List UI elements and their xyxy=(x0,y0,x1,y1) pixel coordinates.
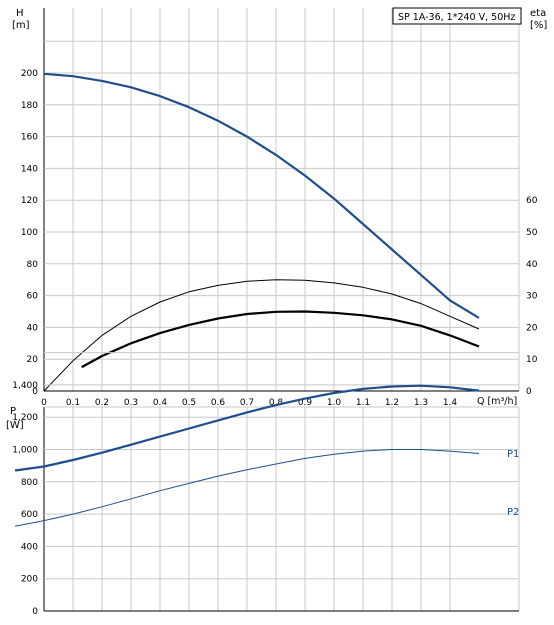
y-power-tick-label: 800 xyxy=(21,478,38,488)
y-power-label-unit: [W] xyxy=(6,420,24,431)
y-right-tick-label: 60 xyxy=(526,196,538,206)
title-box xyxy=(392,7,522,25)
x-tick-label: 1.0 xyxy=(327,398,342,408)
x-tick-label: 0.5 xyxy=(182,398,196,408)
y-left-tick-label: 200 xyxy=(21,69,38,79)
y-right-tick-label: 40 xyxy=(526,260,538,270)
y-power-tick-label: 600 xyxy=(21,510,38,520)
y-power-tick-label: 1,200 xyxy=(12,413,38,423)
efficiency-curve-thick xyxy=(81,310,480,369)
x-tick-label: 0.6 xyxy=(211,398,226,408)
y-left-tick-label: 140 xyxy=(21,164,38,174)
y-left-tick-label: 0 xyxy=(32,387,38,397)
x-tick-label: 0.8 xyxy=(269,398,284,408)
x-tick-label: 1.1 xyxy=(356,398,370,408)
x-tick-label: 0.4 xyxy=(153,398,168,408)
y-left-tick-label: 180 xyxy=(21,101,38,111)
x-axis-label: Q [m³/h] xyxy=(477,396,517,407)
y-right-tick-label: 20 xyxy=(526,323,538,333)
chart-title: SP 1A-36, 1*240 V, 50Hz xyxy=(398,12,515,23)
x-tick-label: 1.4 xyxy=(443,398,458,408)
y-left-tick-label: 60 xyxy=(27,292,39,302)
x-tick-label: 0.7 xyxy=(240,398,254,408)
y-power-tick-label: 1,000 xyxy=(12,446,38,456)
y-right-label-name: eta xyxy=(530,8,546,19)
y-power-tick-label: 1,400 xyxy=(12,381,38,391)
y-power-tick-label: 0 xyxy=(32,607,38,617)
series-label-p2: P2 xyxy=(507,507,519,518)
head-curve xyxy=(43,72,480,319)
y-left-tick-label: 20 xyxy=(27,355,39,365)
head-efficiency-panel: 0 0.1 0.2 0.3 0.4 0.5 0.6 0.7 0.8 0.9 1.0 1.1 1.2 1.3… xyxy=(21,8,538,408)
x-tick-label: 0.3 xyxy=(124,398,138,408)
series-label-p1: P1 xyxy=(507,449,519,460)
y-left-label-name: H xyxy=(16,8,24,19)
x-tick-label: 1.2 xyxy=(385,398,399,408)
y-right-tick-label: 50 xyxy=(526,228,538,238)
y-left-tick-label: 40 xyxy=(27,323,39,333)
x-tick-label: 0 xyxy=(41,398,47,408)
y-right-label-unit: [%] xyxy=(530,20,547,31)
y-power-tick-label: 200 xyxy=(21,575,38,585)
power-curve-p1 xyxy=(14,384,480,472)
y-power-label-name: P xyxy=(10,406,16,417)
y-left-tick-label: 100 xyxy=(21,228,38,238)
y-left-label-unit: [m] xyxy=(12,20,30,31)
x-tick-label: 1.3 xyxy=(414,398,428,408)
y-left-tick-label: 120 xyxy=(21,196,38,206)
y-left-tick-label: 160 xyxy=(21,133,38,143)
x-tick-label: 0.9 xyxy=(298,398,313,408)
y-right-tick-label: 10 xyxy=(526,355,538,365)
power-curve-p2 xyxy=(14,449,480,527)
x-tick-label: 0.1 xyxy=(66,398,80,408)
y-right-tick-label: 30 xyxy=(526,292,538,302)
y-left-tick-label: 80 xyxy=(27,260,39,270)
efficiency-curve-thin xyxy=(43,279,480,392)
y-right-tick-label: 0 xyxy=(526,387,532,397)
y-power-tick-label: 400 xyxy=(21,542,38,552)
x-tick-label: 0.2 xyxy=(95,398,109,408)
